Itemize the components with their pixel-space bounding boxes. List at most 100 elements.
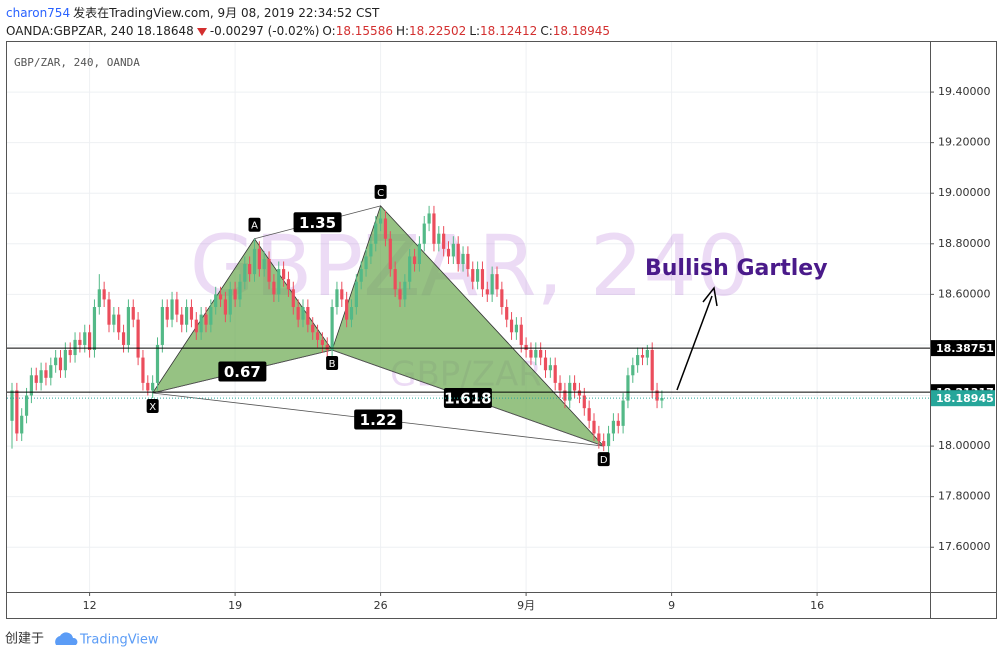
candle-body (228, 289, 232, 315)
y-tick-label: 17.80000 (938, 490, 991, 503)
candle-body (170, 299, 174, 320)
candle-body (107, 299, 111, 325)
pattern-triangle (331, 205, 604, 447)
point-box (597, 452, 610, 467)
ohlc-label: O: (322, 24, 336, 38)
candle-body (374, 223, 378, 244)
candle-body (301, 307, 305, 320)
candle-body (248, 264, 252, 275)
price-label-box (931, 390, 995, 407)
candle-body (466, 253, 470, 270)
candle-body (626, 375, 630, 401)
candle-body (553, 365, 557, 383)
symbol: OANDA:GBPZAR, 240 (6, 24, 134, 38)
candle-body (10, 390, 14, 421)
x-tick-label: 19 (228, 599, 242, 612)
candle-body (636, 355, 640, 366)
ratio-label: 0.67 (224, 363, 261, 381)
candle-body (88, 332, 92, 350)
candle-body (442, 233, 446, 249)
candle-body (252, 248, 257, 275)
point-box (326, 356, 339, 370)
candle-body (63, 350, 67, 371)
ohlc: O:18.15586 H:18.22502 L:18.12412 C:18.18945 (322, 24, 613, 38)
candle-body (505, 307, 509, 320)
candle-body (325, 344, 329, 350)
candle-body (68, 350, 72, 356)
candle-body (262, 258, 266, 270)
footer-brand: TradingView (79, 633, 159, 648)
candle-body (131, 307, 135, 320)
ratio-box (443, 388, 492, 409)
author[interactable]: charon754 (6, 6, 71, 20)
point-label: C (377, 188, 384, 199)
candle-body (267, 258, 271, 282)
candle-body (78, 339, 82, 345)
candle-body (194, 319, 198, 333)
candle-body (223, 299, 227, 315)
ohlc-label: H: (395, 24, 410, 38)
y-tick-label: 18.00000 (938, 439, 991, 452)
ohlc-value: 18.15586 (335, 24, 393, 38)
grid: 17.60000 17.80000 18.00000 18.20000 18.40000… (7, 42, 991, 612)
candle-body (616, 420, 620, 426)
candle-body (645, 350, 649, 358)
candle-body (621, 400, 625, 426)
y-tick-label: 19.40000 (938, 85, 991, 98)
candle-body (320, 339, 324, 345)
pattern-triangle (151, 238, 333, 394)
candle-body (490, 274, 494, 295)
candle-body (495, 274, 499, 290)
candle-body (611, 420, 615, 434)
y-tick-label: 17.60000 (938, 540, 991, 553)
y-tick-label: 18.80000 (938, 237, 991, 250)
x-tick-label: 9月 (517, 599, 535, 612)
tradingview-logo[interactable]: TradingView (55, 632, 159, 648)
annotation: Bullish Gartley (645, 256, 828, 281)
candle-body (427, 213, 431, 224)
candle-body (543, 357, 548, 371)
point-label: B (329, 359, 336, 370)
candle-body (238, 281, 242, 300)
candle-body (34, 375, 38, 383)
candle-body (660, 398, 664, 401)
ohlc-value: 18.12412 (480, 24, 538, 38)
candle-body (509, 319, 514, 333)
candle-body (573, 382, 577, 391)
candle-body (403, 281, 407, 300)
candle-body (15, 390, 19, 434)
ohlc-value: 18.22502 (409, 24, 467, 38)
x-tick-label: 9 (668, 599, 675, 612)
candle-body (592, 420, 596, 434)
pattern (151, 205, 604, 447)
header-line-2: OANDA:GBPZAR, 240 18.18648 -0.00297 (-0.02… (6, 22, 616, 40)
candle-body (422, 223, 426, 244)
candle-body (102, 289, 106, 300)
candle-body (393, 269, 397, 290)
candle-body (597, 433, 601, 442)
x-tick-label: 26 (374, 599, 388, 612)
candle-body (417, 243, 421, 265)
pattern-labels: 1.35 0.67 1.618 1.22 X A B C D (146, 184, 610, 467)
ratio-label: 1.22 (360, 411, 397, 429)
candle-body (485, 289, 489, 295)
y-tick-label: 18.40000 (938, 338, 991, 351)
candle-body (39, 370, 43, 383)
header-line-1: charon754 发表在TradingView.com, 9月 08, 2019… (6, 4, 616, 22)
point-box (146, 398, 159, 413)
price-label-box (931, 340, 995, 357)
candle-body (383, 218, 388, 239)
candle-body (379, 218, 383, 224)
candle-body (160, 307, 164, 345)
candle-body (631, 365, 635, 376)
candle-body (345, 299, 349, 320)
candle-body (243, 264, 247, 282)
candle-body (432, 213, 436, 244)
candle-body (136, 319, 140, 358)
candle-body (209, 307, 213, 325)
candle-body (534, 350, 538, 358)
candle-body (451, 243, 455, 257)
candle-body (568, 382, 572, 401)
chart-frame (6, 41, 997, 619)
